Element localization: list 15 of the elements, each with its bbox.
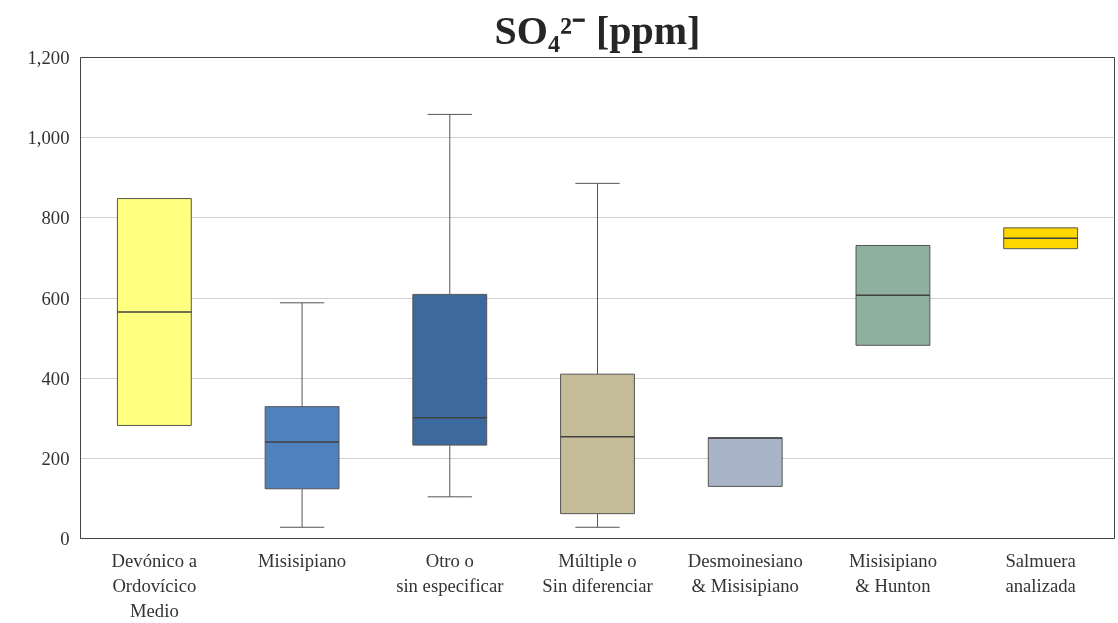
y-tick-label: 800 bbox=[41, 207, 70, 229]
chart-title: SO₄²⁻ [ppm] bbox=[494, 7, 701, 53]
x-tick-label: Otro o sin especificar bbox=[396, 549, 505, 596]
y-tick-label: 400 bbox=[41, 367, 70, 389]
x-tick-label: Misisipiano & Hunton bbox=[848, 549, 937, 596]
y-tick-label: 200 bbox=[41, 447, 70, 469]
x-tick-label: Devónico a Ordovícico Medio bbox=[111, 549, 198, 621]
y-tick-label: 1,000 bbox=[27, 127, 70, 149]
y-tick-label: 600 bbox=[41, 287, 70, 309]
x-tick-label: Desmoinesiano & Misisipiano bbox=[687, 549, 803, 596]
y-tick-label: 1,200 bbox=[27, 47, 70, 68]
y-tick-label: 0 bbox=[60, 528, 70, 549]
x-tick-label: Múltiple o Sin diferenciar bbox=[542, 549, 654, 596]
x-tick-label: Salmuera analizada bbox=[1005, 549, 1077, 596]
x-tick-label: Misisipiano bbox=[258, 549, 347, 571]
